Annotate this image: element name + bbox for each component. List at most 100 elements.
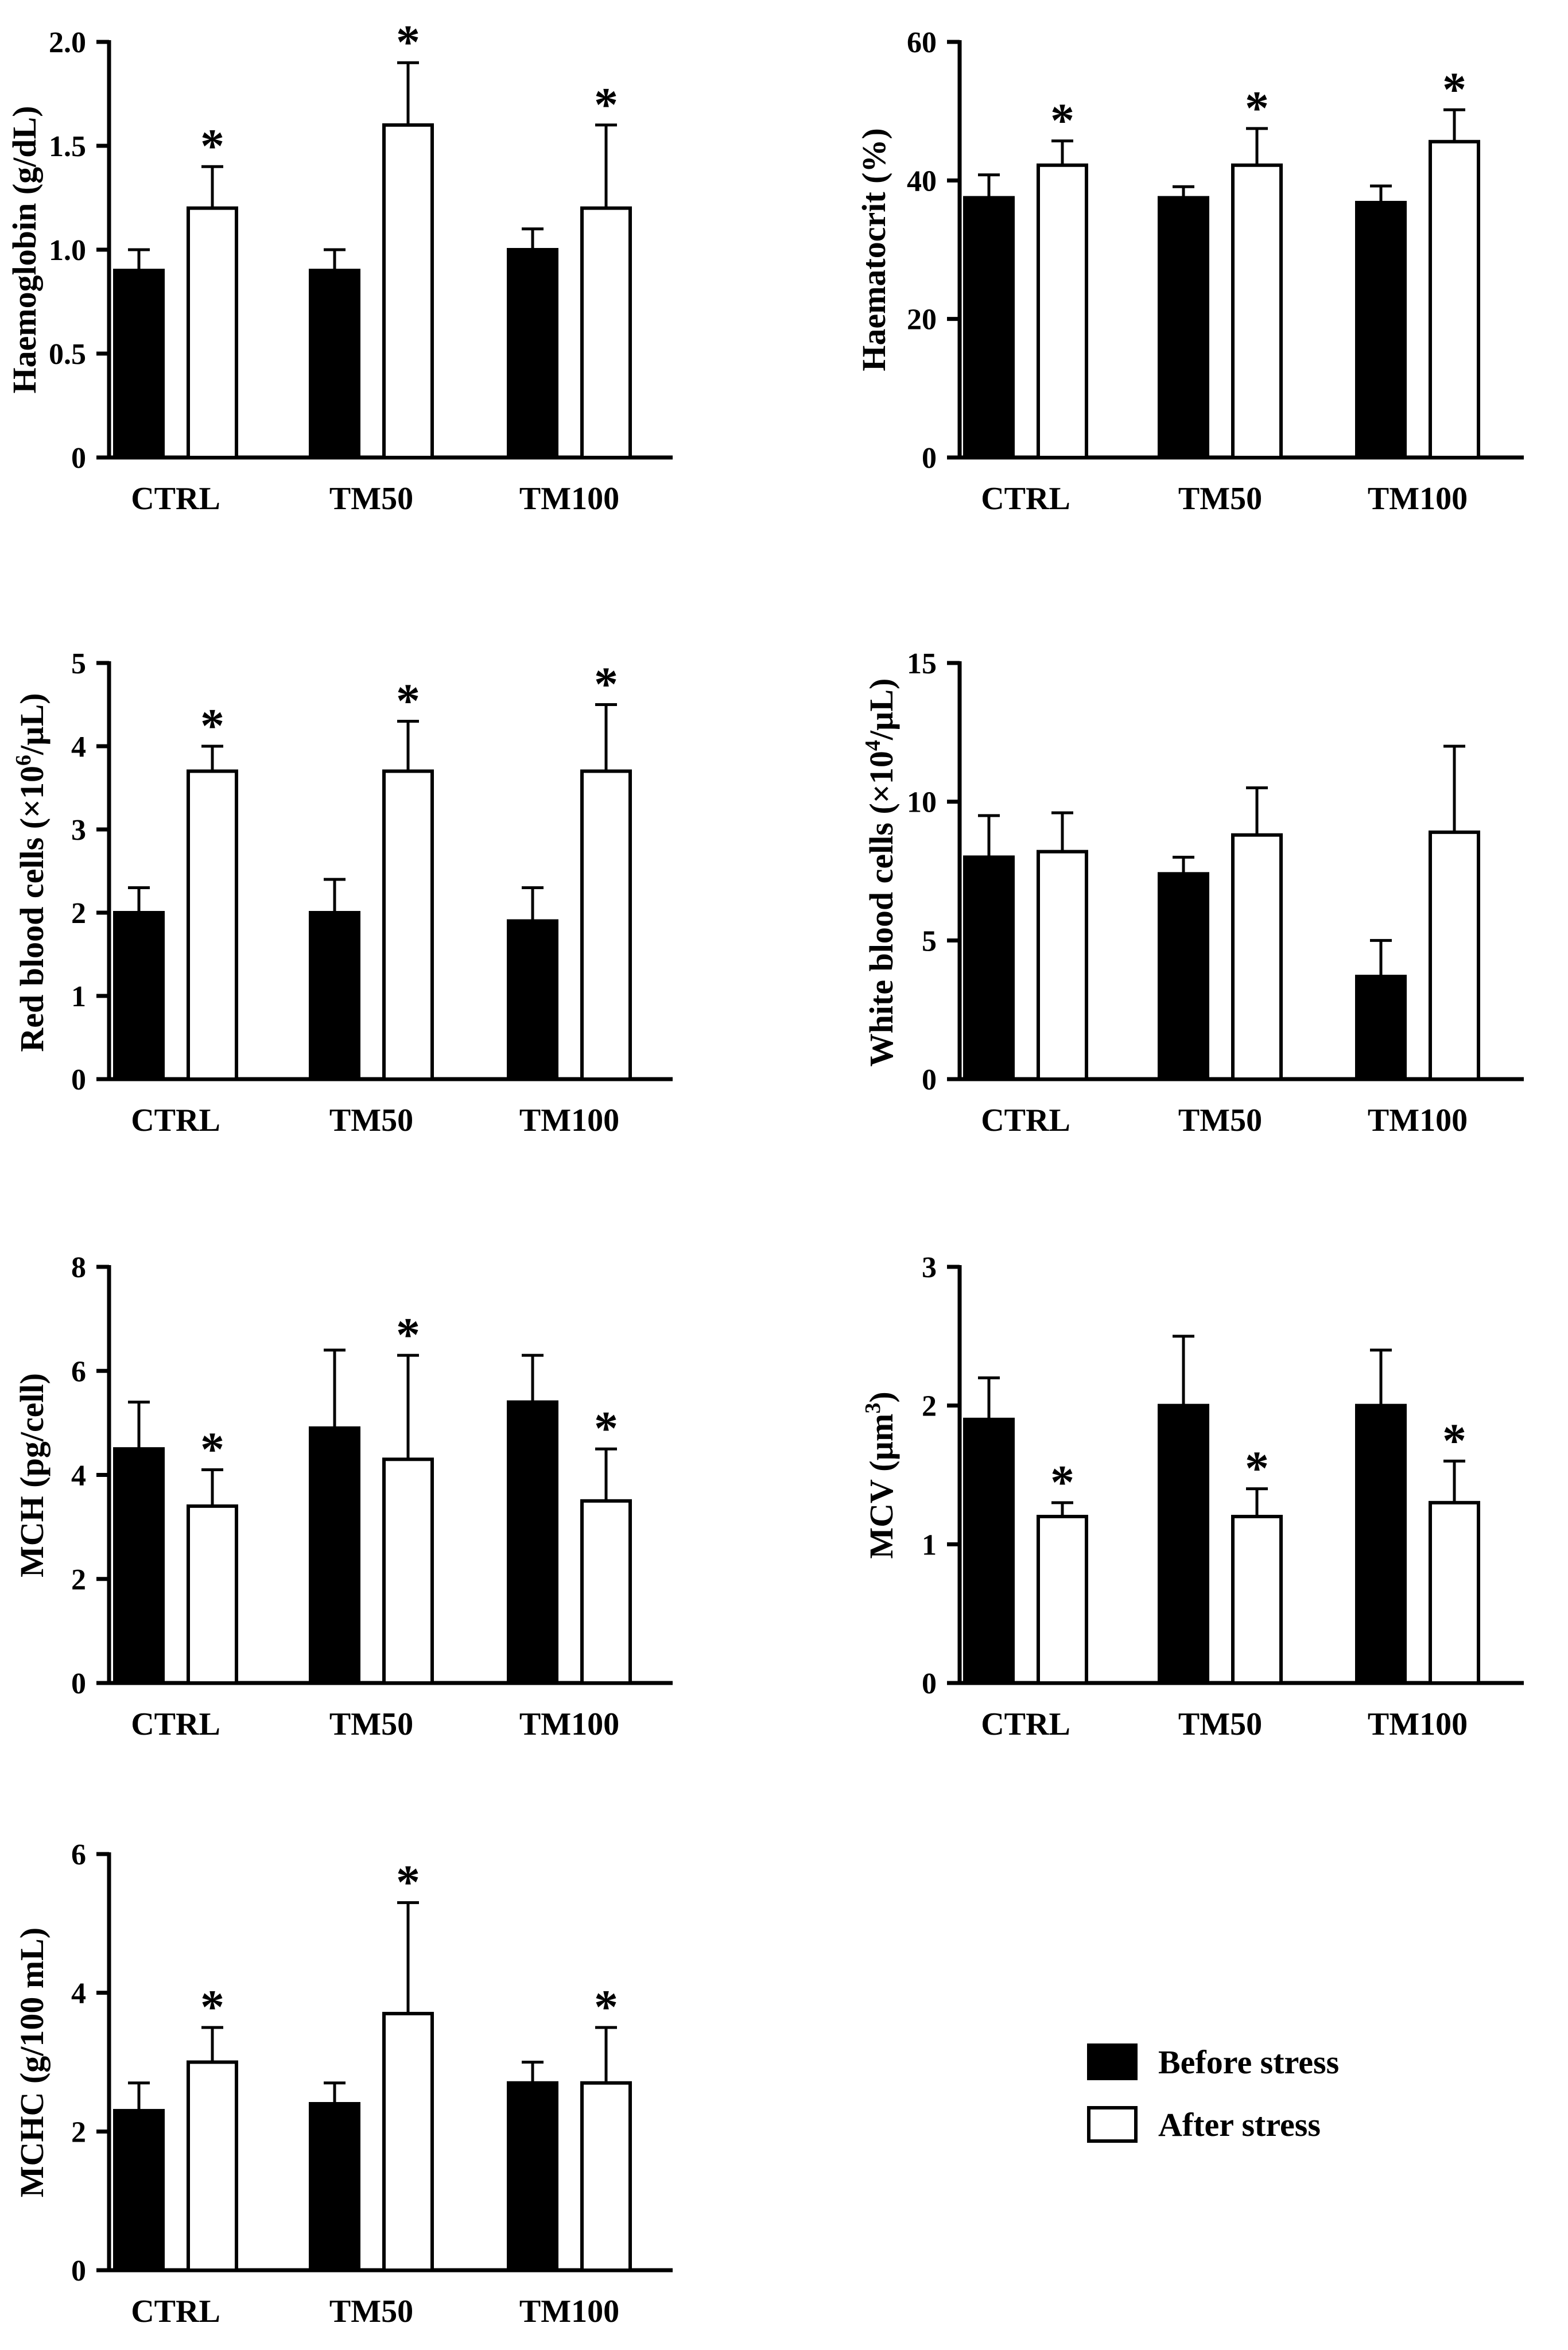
- chart-7-ctrl-before-stress-bar: [113, 2109, 165, 2272]
- chart-4-ctrl-after-stress-bar: [1037, 850, 1088, 1081]
- chart-6-tm100-after-stress-bar: [1429, 1500, 1480, 1685]
- chart-6-tm100-after-stress-significance: *: [1442, 1414, 1466, 1467]
- chart-7-y-axis-title: MCHC (g/100 mL): [13, 1928, 51, 2197]
- chart-5-tm50-after-stress-significance: *: [396, 1308, 420, 1362]
- chart-3-tm50-after-stress-significance: *: [396, 674, 420, 728]
- chart-3-tm100-after-stress-bar: [580, 769, 632, 1081]
- chart-1-ctrl-after-stress-bar: [187, 206, 238, 459]
- chart-1-tm100-before-stress-bar: [507, 248, 558, 459]
- chart-5-y-axis-title: MCH (pg/cell): [13, 1373, 51, 1577]
- chart-5-tm50-before-stress-bar: [309, 1426, 360, 1685]
- chart-3-x-tick-label: TM50: [329, 1103, 413, 1138]
- chart-3-y-tick-label: 4: [71, 731, 86, 763]
- chart-5-y-tick-label: 8: [71, 1251, 86, 1284]
- chart-4-y-axis-title-main: White blood cells (×10: [863, 751, 900, 1067]
- chart-5-ctrl-before-stress-bar: [113, 1447, 165, 1685]
- chart-6-tm50-after-stress-bar: [1231, 1515, 1283, 1685]
- chart-1-tm100-after-stress-significance: *: [594, 78, 618, 131]
- chart-3-x-tick-label: TM100: [519, 1103, 619, 1138]
- chart-6-tm50-after-stress-significance: *: [1245, 1442, 1269, 1495]
- chart-2-x-tick-label: CTRL: [981, 481, 1070, 517]
- legend-swatch-after-stress: [1087, 2106, 1138, 2143]
- chart-3-ctrl-before-stress-bar: [113, 911, 165, 1081]
- chart-4-y-tick-label: 10: [907, 786, 937, 819]
- chart-1-x-tick-label: TM50: [329, 481, 413, 517]
- chart-3-ctrl-after-stress-bar: [187, 769, 238, 1081]
- chart-7-y-tick-label: 0: [71, 2255, 86, 2287]
- chart-3-y-tick-label: 0: [71, 1064, 86, 1096]
- chart-2-tm100-after-stress-significance: *: [1442, 63, 1466, 116]
- chart-6-y-tick-label: 2: [922, 1390, 937, 1423]
- chart-3-y-axis-title-main: Red blood cells (×10: [13, 766, 51, 1052]
- chart-1-y-tick-label: 0.5: [49, 338, 86, 371]
- chart-6-x-tick-label: TM50: [1178, 1707, 1262, 1742]
- chart-2-y-axis-title: Haematocrit (%): [855, 128, 892, 371]
- chart-4-y-tick-label: 0: [922, 1064, 937, 1096]
- chart-2-tm50-after-stress-bar: [1231, 163, 1283, 459]
- chart-7-tm100-after-stress-bar: [580, 2081, 632, 2272]
- chart-6-ctrl-after-stress-bar: [1037, 1515, 1088, 1685]
- chart-3-x-tick-label: CTRL: [131, 1103, 220, 1138]
- chart-2-ctrl-after-stress-bar: [1037, 163, 1088, 459]
- chart-4-ctrl-before-stress-bar: [963, 855, 1015, 1081]
- chart-3-y-axis-title-end: /µL): [13, 693, 51, 755]
- chart-1-x-tick-label: TM100: [519, 481, 619, 517]
- chart-5-y-tick-label: 0: [71, 1668, 86, 1700]
- chart-4-x-tick-label: TM50: [1178, 1103, 1262, 1138]
- chart-2-tm50-after-stress-significance: *: [1245, 82, 1269, 135]
- chart-1-y-tick-label: 0: [71, 442, 86, 475]
- chart-7-y-tick-label: 6: [71, 1839, 86, 1871]
- chart-3-ctrl-after-stress-significance: *: [200, 699, 224, 753]
- chart-6-ctrl-after-stress-significance: *: [1050, 1456, 1074, 1509]
- chart-1-tm100-after-stress-bar: [580, 206, 632, 459]
- chart-1-ctrl-before-stress-bar: [113, 269, 165, 459]
- chart-1-tm50-after-stress-bar: [382, 123, 434, 460]
- chart-4-x-tick-label: CTRL: [981, 1103, 1070, 1138]
- chart-5-x-tick-label: TM100: [519, 1707, 619, 1742]
- chart-1-tm50-after-stress-significance: *: [396, 15, 420, 69]
- chart-3-tm50-before-stress-bar: [309, 911, 360, 1081]
- chart-5-ctrl-after-stress-bar: [187, 1504, 238, 1685]
- legend-label-after-stress: After stress: [1158, 2106, 1321, 2143]
- chart-4-y-axis-title-superscript: 4: [861, 740, 885, 751]
- chart-7: 0 2 4 6 MCHC (g/100 mL) * CTRL * TM50 * TM100: [13, 1839, 673, 2329]
- chart-6-y-tick-label: 1: [922, 1529, 937, 1561]
- chart-6-tm50-before-stress-bar: [1158, 1403, 1209, 1685]
- chart-7-ctrl-after-stress-bar: [187, 2060, 238, 2272]
- chart-1-tm50-before-stress-bar: [309, 269, 360, 459]
- chart-4-y-axis-title-end: /µL): [863, 678, 900, 741]
- chart-3-y-axis-title: Red blood cells (×106/µL): [11, 693, 51, 1052]
- chart-2-y-tick-label: 0: [922, 442, 937, 475]
- chart-7-tm100-before-stress-bar: [507, 2081, 558, 2272]
- chart-5-x-tick-label: TM50: [329, 1707, 413, 1742]
- chart-5-x-tick-label: CTRL: [131, 1707, 220, 1742]
- chart-5-y-tick-label: 6: [71, 1355, 86, 1388]
- chart-2-x-tick-label: TM50: [1178, 481, 1262, 517]
- chart-2-x-tick-label: TM100: [1368, 481, 1468, 517]
- chart-6-y-tick-label: 0: [922, 1668, 937, 1700]
- chart-1-y-tick-label: 2.0: [49, 26, 86, 59]
- chart-4: 0 5 10 15 White blood cells (×104/µL) CTRL TM5…: [861, 647, 1524, 1138]
- chart-5-tm100-after-stress-bar: [580, 1499, 632, 1685]
- chart-2-y-tick-label: 60: [907, 26, 937, 59]
- legend-label-before-stress: Before stress: [1158, 2043, 1339, 2081]
- chart-4-tm50-after-stress-bar: [1231, 833, 1283, 1081]
- chart-2-ctrl-after-stress-significance: *: [1050, 94, 1074, 148]
- chart-3-tm50-after-stress-bar: [382, 769, 434, 1081]
- chart-6-y-axis-title: MCV (µm3): [861, 1391, 900, 1558]
- chart-5-tm100-before-stress-bar: [507, 1400, 558, 1685]
- chart-4-y-tick-label: 15: [907, 647, 937, 680]
- chart-2-ctrl-before-stress-bar: [963, 196, 1015, 459]
- chart-7-x-tick-label: TM100: [519, 2294, 619, 2329]
- chart-7-tm50-after-stress-significance: *: [396, 1856, 420, 1909]
- chart-7-tm100-after-stress-significance: *: [594, 1980, 618, 2034]
- chart-4-y-tick-label: 5: [922, 925, 937, 957]
- chart-4-tm100-before-stress-bar: [1355, 975, 1407, 1081]
- chart-3-tm100-before-stress-bar: [507, 919, 558, 1081]
- chart-5: 0 2 4 6 8 MCH (pg/cell) * CTRL * TM50 * TM100: [13, 1251, 673, 1742]
- chart-5-ctrl-after-stress-significance: *: [200, 1422, 224, 1476]
- chart-1-x-tick-label: CTRL: [131, 481, 220, 517]
- chart-5-y-tick-label: 2: [71, 1564, 86, 1596]
